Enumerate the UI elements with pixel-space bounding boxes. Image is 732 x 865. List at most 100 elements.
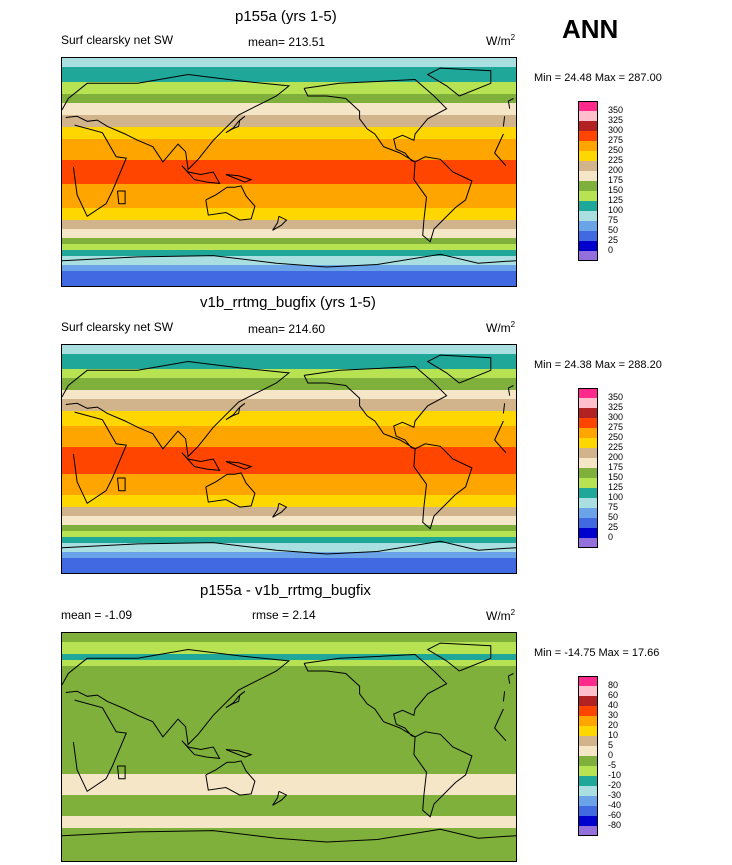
map-band — [62, 711, 516, 715]
map-band — [62, 459, 516, 463]
colorbar-tick-label: -20 — [608, 780, 622, 790]
panel2-mean-label: mean= 214.60 — [248, 322, 326, 336]
map-band — [62, 819, 516, 823]
coastline — [117, 477, 126, 492]
map-band — [62, 663, 516, 667]
map-band — [62, 247, 516, 251]
colorbar-tick-label: 175 — [608, 175, 624, 185]
colorbar-tick-label: -60 — [608, 810, 622, 820]
map-band — [62, 187, 516, 191]
coastline — [413, 731, 473, 818]
map-band — [62, 735, 516, 739]
map-band — [62, 525, 516, 529]
panel2-colorbar: 350 325 300 275 250 225 200 175 150 125 100 75 50 25 0 — [578, 388, 623, 548]
map-band — [62, 486, 516, 490]
map-band — [62, 456, 516, 460]
map-band — [62, 375, 516, 379]
map-band — [62, 130, 516, 134]
map-band — [62, 133, 516, 137]
map-band — [62, 241, 516, 245]
map-band — [62, 214, 516, 218]
panel2-minmax: Min = 24.38 Max = 288.20 — [534, 359, 662, 371]
map-band — [62, 115, 516, 119]
panel3-mean-label: mean = -1.09 — [61, 608, 133, 622]
map-band — [62, 753, 516, 757]
map-band — [62, 723, 516, 727]
map-band — [62, 390, 516, 394]
map-band — [62, 76, 516, 80]
coastline — [181, 165, 221, 184]
coastline — [272, 215, 288, 231]
map-band — [62, 831, 516, 835]
colorbar-swatch — [578, 151, 598, 161]
map-band — [62, 678, 516, 682]
map-band — [62, 537, 516, 541]
map-band — [62, 73, 516, 77]
map-band — [62, 498, 516, 502]
colorbar-tick-label: 0 — [608, 532, 614, 542]
map-band — [62, 489, 516, 493]
colorbar-swatch — [578, 101, 598, 111]
colorbar-swatch — [578, 191, 598, 201]
map-band — [62, 447, 516, 451]
map-band — [62, 471, 516, 475]
map-band — [62, 822, 516, 826]
coastline — [62, 540, 516, 555]
coastline — [272, 502, 288, 518]
map-band — [62, 363, 516, 367]
map-band — [62, 393, 516, 397]
map-band — [62, 396, 516, 400]
colorbar-swatch — [578, 201, 598, 211]
map-band — [62, 747, 516, 751]
colorbar-tick-label: 300 — [608, 125, 624, 135]
map-band — [62, 360, 516, 364]
colorbar-swatch — [578, 696, 598, 706]
map-band — [62, 205, 516, 209]
colorbar-tick-label: 225 — [608, 155, 624, 165]
map-band — [62, 714, 516, 718]
coastline — [413, 156, 473, 243]
map-band — [62, 732, 516, 736]
colorbar-swatch — [578, 171, 598, 181]
map-band — [62, 423, 516, 427]
map-band — [62, 229, 516, 233]
map-band — [62, 759, 516, 763]
colorbar-tick-label: 300 — [608, 412, 624, 422]
colorbar-tick-label: 75 — [608, 215, 619, 225]
colorbar-swatch — [578, 251, 598, 261]
coastline — [225, 402, 246, 421]
map-band — [62, 690, 516, 694]
map-band — [62, 351, 516, 355]
colorbar-swatch — [578, 241, 598, 251]
coastline — [426, 642, 492, 672]
colorbar-swatch — [578, 756, 598, 766]
map-band — [62, 453, 516, 457]
coastline — [62, 360, 291, 458]
map-band — [62, 166, 516, 170]
map-band — [62, 813, 516, 817]
map-band — [62, 139, 516, 143]
map-band — [62, 211, 516, 215]
map-band — [62, 804, 516, 808]
map-band — [62, 381, 516, 385]
colorbar-swatch — [578, 538, 598, 548]
colorbar-tick-label: 25 — [608, 522, 619, 532]
map-band — [62, 771, 516, 775]
coastline — [62, 73, 291, 171]
map-band — [62, 253, 516, 257]
colorbar-swatch — [578, 448, 598, 458]
colorbar-swatch — [578, 746, 598, 756]
coastline — [494, 727, 507, 742]
colorbar-tick-label: 0 — [608, 245, 614, 255]
map-band — [62, 175, 516, 179]
map-band — [62, 405, 516, 409]
colorbar-tick-label: 250 — [608, 432, 624, 442]
map-band — [62, 660, 516, 664]
map-band — [62, 687, 516, 691]
colorbar-tick-label: 30 — [608, 710, 619, 720]
coastline — [494, 439, 507, 454]
coastline — [507, 385, 514, 396]
map-band — [62, 696, 516, 700]
map-band — [62, 196, 516, 200]
coastline — [72, 411, 128, 505]
